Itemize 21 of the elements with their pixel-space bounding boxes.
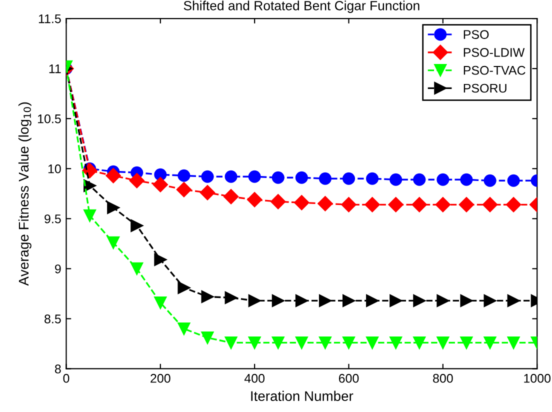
x-tick-label: 0 <box>63 374 70 383</box>
y-tick-label: 8 <box>54 364 61 374</box>
x-tick-label: 1000 <box>524 374 551 383</box>
x-axis-title: Iteration Number <box>251 390 354 402</box>
y-tick-label: 9 <box>55 264 61 274</box>
y-tick-label: 8.5 <box>44 314 61 324</box>
x-tick-label: 600 <box>338 374 359 383</box>
y-axis-title: Average Fitness Value (log$_{10}$) <box>18 102 32 286</box>
y-tick-label: 11 <box>49 64 61 74</box>
y-tick-label: 10 <box>48 164 61 174</box>
y-tick-label: 10.5 <box>38 114 61 124</box>
x-tick-label: 200 <box>150 374 170 383</box>
y-tick-label: 11.5 <box>38 14 61 24</box>
chart-title: Shifted and Rotated Bent Cigar Function <box>184 0 420 13</box>
x-tick-label: 800 <box>433 374 453 383</box>
legend-label: PSO <box>464 30 489 39</box>
legend-label: PSO-TVAC <box>464 66 526 75</box>
x-tick-label: 400 <box>244 374 265 383</box>
legend-label: PSORU <box>464 84 506 93</box>
legend-label: PSO-LDIW <box>464 48 525 57</box>
y-tick-label: 9.5 <box>44 214 61 224</box>
